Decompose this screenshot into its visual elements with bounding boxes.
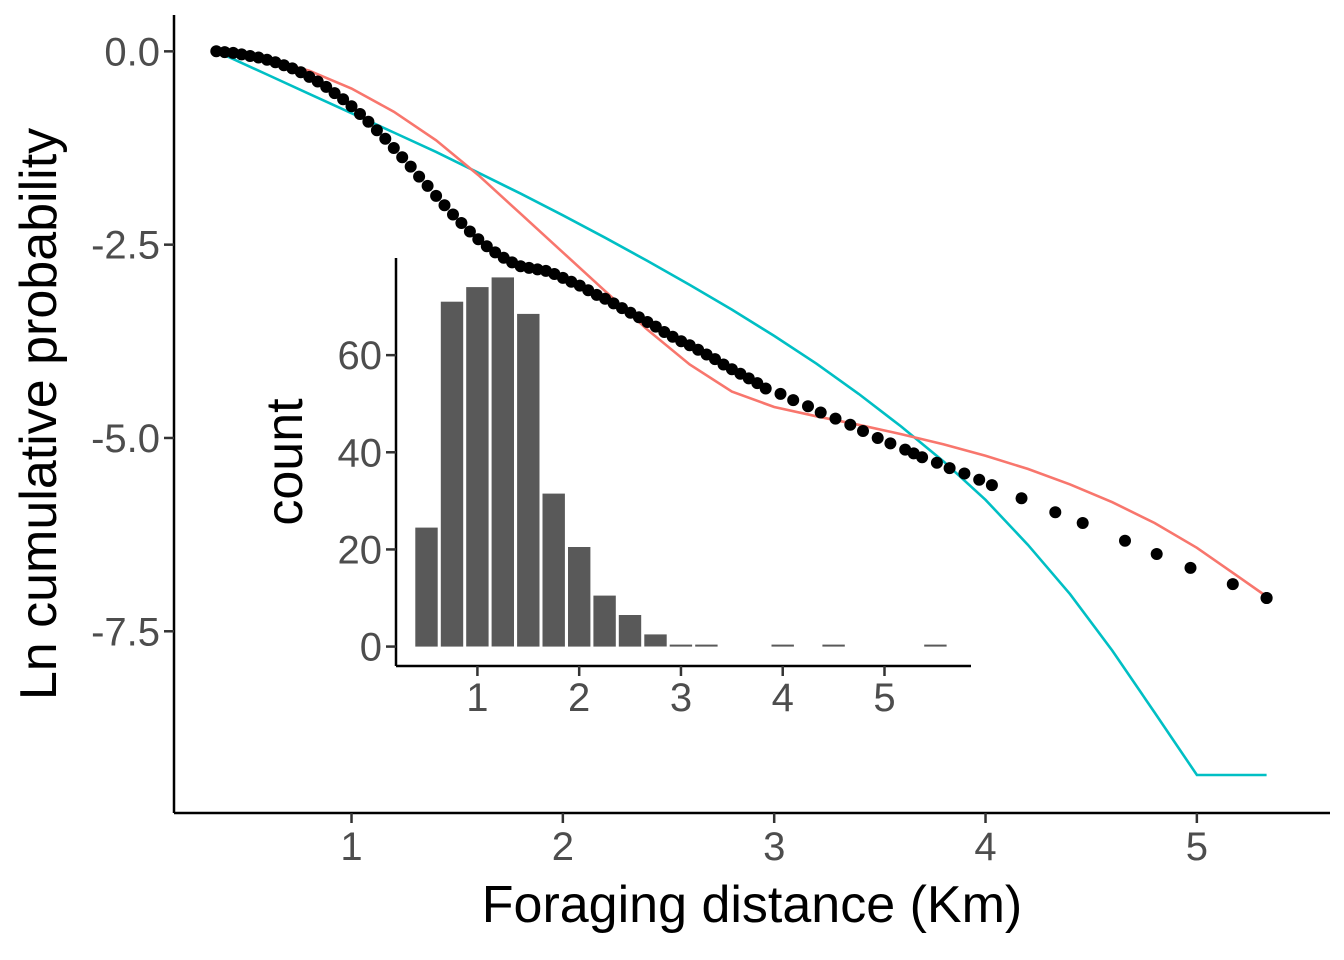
histogram-bar	[466, 287, 489, 647]
inset-y-tick-label: 60	[338, 334, 383, 378]
main-panel: 1 2 3 4 5 0.0 -2.5 -5.0 -7.5 Foraging distance …	[10, 15, 1330, 934]
data-point	[438, 199, 451, 212]
data-point	[787, 394, 800, 407]
inset-y-tick-label: 20	[338, 528, 383, 572]
histogram-bar	[517, 313, 540, 647]
inset-y-tick-label: 40	[338, 431, 383, 475]
data-point	[489, 246, 502, 259]
histogram-bar	[669, 644, 693, 647]
fit-line-red	[224, 50, 1268, 598]
main-y-ticks: 0.0 -2.5 -5.0 -7.5	[91, 30, 174, 654]
data-point	[447, 208, 459, 221]
data-point	[973, 473, 986, 486]
data-point	[1119, 534, 1131, 547]
data-point	[1226, 578, 1239, 591]
histogram-bar	[415, 527, 438, 647]
data-point	[985, 479, 998, 492]
data-point	[345, 100, 358, 113]
main-x-ticks: 1 2 3 4 5	[340, 813, 1208, 869]
histogram-bar	[491, 277, 514, 647]
data-point	[774, 387, 787, 400]
main-x-tick-label: 1	[340, 825, 362, 869]
histogram-bar	[440, 301, 464, 647]
data-point	[943, 462, 956, 475]
data-point	[1260, 592, 1273, 604]
data-point	[916, 451, 929, 464]
main-x-tick-label: 2	[552, 825, 574, 869]
data-point	[379, 132, 392, 145]
data-point	[802, 400, 814, 413]
histogram-bar	[618, 615, 642, 647]
data-point	[1076, 517, 1089, 529]
histogram-bar	[822, 644, 845, 647]
histogram-bar	[771, 644, 794, 647]
data-point	[857, 425, 869, 437]
data-point	[958, 467, 971, 480]
main-y-axis-title: Ln cumulative probability	[10, 128, 68, 700]
data-point	[396, 151, 409, 164]
data-point	[814, 406, 827, 419]
data-point	[455, 217, 468, 229]
data-point	[463, 225, 476, 238]
data-point	[362, 115, 375, 128]
data-point	[370, 124, 383, 137]
data-point	[328, 87, 341, 100]
data-point	[480, 240, 493, 253]
inset-x-tick-label: 4	[772, 676, 794, 720]
data-point	[1049, 506, 1062, 519]
data-point	[829, 412, 842, 425]
main-x-tick-label: 3	[763, 825, 785, 869]
inset-y-tick-label: 0	[360, 626, 382, 670]
data-point	[1150, 548, 1163, 560]
histogram-bar	[568, 547, 591, 647]
data-point	[430, 189, 443, 202]
data-point	[320, 80, 333, 93]
fit-curve-red	[224, 50, 1268, 598]
data-point	[354, 108, 366, 120]
histogram-bar	[924, 644, 947, 647]
data-point	[930, 456, 943, 469]
data-point	[337, 93, 350, 106]
main-y-tick-label: -5.0	[91, 417, 160, 461]
histogram-bar	[644, 634, 667, 647]
data-point	[472, 233, 485, 246]
data-point	[844, 418, 857, 431]
data-point	[871, 432, 884, 444]
main-x-tick-label: 4	[974, 825, 996, 869]
inset-histogram: 1 2 3 4 5 0 20 40 60 count	[256, 258, 971, 720]
inset-x-ticks: 1 2 3 4 5	[466, 666, 896, 720]
main-y-tick-label: -7.5	[91, 610, 160, 654]
data-point	[884, 437, 897, 450]
data-point	[421, 179, 434, 192]
fit-line-cyan	[215, 50, 1267, 777]
histogram-bars	[415, 277, 947, 647]
data-point	[649, 320, 662, 333]
main-x-axis-title: Foraging distance (Km)	[482, 876, 1022, 934]
histogram-bar	[542, 493, 565, 647]
inset-x-tick-label: 3	[670, 676, 692, 720]
data-point	[404, 160, 417, 173]
inset-x-tick-label: 5	[873, 676, 895, 720]
data-points	[210, 45, 1273, 604]
inset-x-tick-label: 2	[568, 676, 590, 720]
fit-curve-cyan	[215, 50, 1267, 777]
data-point	[759, 382, 772, 395]
data-point	[413, 170, 426, 183]
inset-y-ticks: 0 20 40 60	[338, 334, 396, 670]
data-point	[709, 353, 721, 366]
data-point	[387, 142, 400, 154]
main-x-tick-label: 5	[1186, 825, 1208, 869]
histogram-bar	[695, 644, 718, 647]
inset-y-axis-title: count	[256, 398, 314, 526]
data-point	[1184, 561, 1197, 574]
main-y-tick-label: -2.5	[91, 224, 160, 268]
inset-x-tick-label: 1	[466, 676, 488, 720]
data-point	[311, 75, 324, 88]
data-point	[1015, 492, 1028, 505]
histogram-bar	[593, 595, 616, 647]
main-y-tick-label: 0.0	[104, 30, 160, 74]
